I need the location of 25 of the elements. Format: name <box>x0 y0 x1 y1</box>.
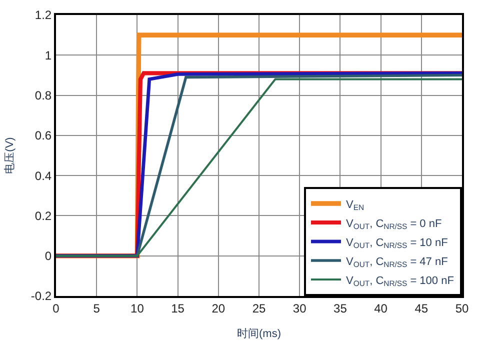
legend-label: V$_{OUT}$, C$_{NR/SS}$ = 47 nF <box>346 256 448 270</box>
x-tick-label: 5 <box>93 301 100 316</box>
x-axis-title: 时间(ms) <box>237 327 281 340</box>
y-tick-label: 1.2 <box>34 8 52 22</box>
y-tick-label: 0.8 <box>34 88 52 102</box>
y-tick-label: 1 <box>44 48 52 62</box>
x-tick-label: 25 <box>252 301 266 316</box>
x-tick-label: 35 <box>334 301 348 316</box>
y-tick-label: 0.4 <box>34 168 52 183</box>
legend-label: V$_{OUT}$, C$_{NR/SS}$ = 100 nF <box>346 274 454 288</box>
y-tick-label: 0.2 <box>34 208 52 223</box>
x-tick-label: 40 <box>374 301 388 316</box>
x-tick-label: 30 <box>292 301 307 316</box>
y-tick-label: 0.6 <box>34 128 52 143</box>
x-tick-label: 10 <box>130 301 144 316</box>
x-tick-label: 20 <box>212 301 226 316</box>
y-axis-title: 电压(V) <box>3 137 16 174</box>
y-tick-label: -0.2 <box>30 289 52 304</box>
x-tick-label: 15 <box>171 301 185 316</box>
legend-label: V$_{OUT}$, C$_{NR/SS}$ = 10 nF <box>346 236 448 250</box>
y-tick-label: 0 <box>44 249 52 264</box>
legend-label: V$_{OUT}$, C$_{NR/SS}$ = 0 nF <box>346 218 442 232</box>
x-tick-label: 50 <box>455 301 469 316</box>
x-tick-label: 45 <box>414 301 428 316</box>
legend-label: V$_{EN}$ <box>346 198 364 212</box>
